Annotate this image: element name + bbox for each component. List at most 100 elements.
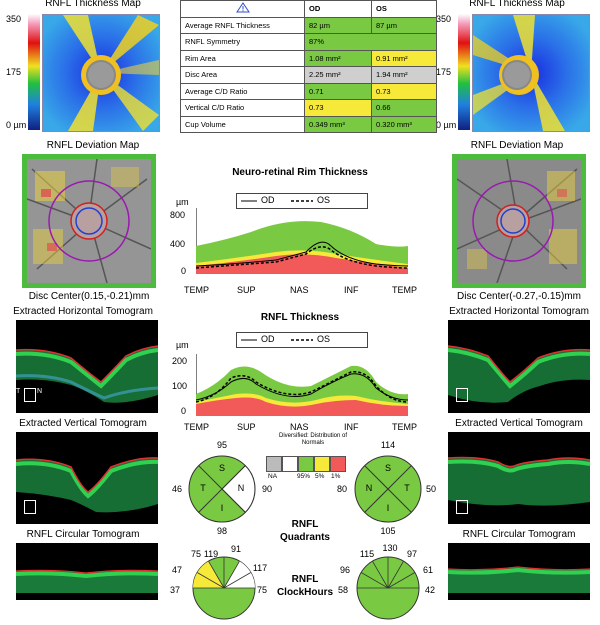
right-thickness-map bbox=[472, 14, 590, 132]
row-os-value: 1.94 mm² bbox=[371, 66, 437, 84]
row-os-value: 0.66 bbox=[371, 99, 437, 117]
table-header-os: OS bbox=[371, 0, 437, 18]
table-row: RNFL Symmetry 87% bbox=[180, 33, 437, 51]
left-h-orient-box bbox=[24, 388, 36, 402]
rnfl-xtick: TEMP bbox=[184, 422, 210, 432]
od-q-letter-n: N bbox=[237, 483, 245, 493]
right-circular-tomogram bbox=[448, 543, 590, 600]
od-clock-value: 119 bbox=[203, 549, 219, 559]
os-q-value-n: 50 bbox=[425, 484, 436, 494]
row-label: Average RNFL Thickness bbox=[180, 16, 305, 34]
legend-95-label: 95% bbox=[297, 473, 311, 480]
left-scale-mid: 175 bbox=[6, 67, 22, 77]
os-dashed-line-icon bbox=[291, 200, 313, 202]
right-h-orient-box bbox=[456, 388, 468, 402]
left-h-orient-n: N bbox=[37, 388, 43, 395]
parameters-table: OD OS Average RNFL Thickness 82 µm 87 µm… bbox=[180, 0, 437, 133]
left-deviation-map-title: RNFL Deviation Map bbox=[46, 140, 140, 151]
rnfl-xtick: INF bbox=[344, 422, 359, 432]
os-clock-value: 115 bbox=[359, 549, 375, 559]
rnfl-ytick: 100 bbox=[172, 381, 188, 391]
legend-5-swatch bbox=[314, 456, 330, 472]
os-q-letter-s: S bbox=[384, 463, 391, 473]
table-header-od: OD bbox=[304, 0, 372, 18]
rim-ytick: 0 bbox=[181, 266, 187, 276]
od-q-letter-t: T bbox=[200, 483, 206, 493]
rim-chart-plot bbox=[195, 208, 409, 274]
rim-ytick: 400 bbox=[170, 239, 186, 249]
rim-chart-unit: µm bbox=[176, 197, 189, 207]
right-vertical-tomogram bbox=[448, 432, 590, 524]
row-od-value: 0.71 bbox=[304, 82, 372, 100]
left-color-scale bbox=[28, 14, 40, 130]
rnfl-legend-od: OD bbox=[261, 334, 275, 344]
row-label: Disc Area bbox=[180, 66, 305, 84]
legend-1-swatch bbox=[330, 456, 346, 472]
rim-chart-title: Neuro-retinal Rim Thickness bbox=[232, 167, 368, 178]
table-row: Average C/D Ratio 0.71 0.73 bbox=[180, 82, 437, 100]
legend-1-label: 1% bbox=[331, 473, 341, 480]
table-row: Cup Volume 0.349 mm³ 0.320 mm³ bbox=[180, 115, 437, 133]
os-clock-value: 96 bbox=[339, 565, 350, 575]
right-deviation-map-title: RNFL Deviation Map bbox=[470, 140, 564, 151]
rim-xtick: NAS bbox=[290, 285, 309, 295]
legend-5-label: 5% bbox=[315, 473, 325, 480]
os-q-value-s: 114 bbox=[380, 440, 396, 450]
os-clock-value: 42 bbox=[424, 585, 435, 595]
row-label: Rim Area bbox=[180, 49, 305, 67]
od-clock-value: 117 bbox=[252, 563, 268, 573]
clockhours-label-line1: RNFL bbox=[291, 574, 319, 585]
rim-xtick: INF bbox=[344, 285, 359, 295]
right-deviation-map bbox=[452, 154, 586, 288]
od-q-letter-s: S bbox=[218, 463, 225, 473]
os-clock-value: 130 bbox=[382, 543, 398, 553]
right-thickness-map-title: RNFL Thickness Map bbox=[469, 0, 565, 9]
os-q-letter-n: N bbox=[365, 483, 373, 493]
os-quadrant-pie: S N T I bbox=[354, 455, 422, 523]
row-od-value: 82 µm bbox=[304, 16, 372, 34]
rnfl-legend-os: OS bbox=[317, 334, 331, 344]
od-quadrant-pie: S T N I bbox=[188, 455, 256, 523]
table-row: Vertical C/D Ratio 0.73 0.66 bbox=[180, 99, 437, 117]
rim-legend-os: OS bbox=[317, 195, 331, 205]
left-circular-tomogram-title: RNFL Circular Tomogram bbox=[26, 529, 140, 540]
od-solid-line-icon bbox=[241, 339, 257, 341]
rim-legend-od: OD bbox=[261, 195, 275, 205]
left-scale-bottom: 0 µm bbox=[6, 120, 27, 130]
rnfl-chart-plot bbox=[195, 354, 409, 416]
row-os-value: 0.91 mm² bbox=[371, 49, 437, 67]
od-clock-value: 47 bbox=[171, 565, 182, 575]
od-clock-value: 75 bbox=[190, 549, 201, 559]
od-q-letter-i: I bbox=[220, 503, 224, 513]
os-q-letter-i: I bbox=[386, 503, 390, 513]
os-dashed-line-icon bbox=[291, 339, 313, 341]
os-clock-value: 61 bbox=[422, 565, 433, 575]
quadrants-label-line1: RNFL bbox=[291, 519, 319, 530]
rnfl-ytick: 200 bbox=[172, 356, 188, 366]
row-os-value: 0.320 mm³ bbox=[371, 115, 437, 133]
table-warning-cell bbox=[180, 0, 305, 18]
left-horizontal-tomogram-title: Extracted Horizontal Tomogram bbox=[13, 306, 153, 317]
os-clockhours-pie bbox=[356, 556, 420, 620]
od-solid-line-icon bbox=[241, 200, 257, 202]
right-circular-tomogram-title: RNFL Circular Tomogram bbox=[462, 529, 576, 540]
table-row: Rim Area 1.08 mm² 0.91 mm² bbox=[180, 49, 437, 67]
rim-xtick: TEMP bbox=[184, 285, 210, 295]
left-v-orient-box bbox=[24, 500, 36, 514]
row-os-value bbox=[371, 33, 437, 51]
rim-chart-legend: OD OS bbox=[236, 193, 368, 209]
left-thickness-map-title: RNFL Thickness Map bbox=[45, 0, 141, 9]
rim-xtick: SUP bbox=[237, 285, 256, 295]
left-circular-tomogram bbox=[16, 543, 158, 600]
rim-xtick: TEMP bbox=[392, 285, 418, 295]
legend-white-swatch bbox=[282, 456, 298, 472]
rnfl-chart-legend: OD OS bbox=[236, 332, 368, 348]
rnfl-ytick: 0 bbox=[181, 406, 187, 416]
legend-95-swatch bbox=[298, 456, 314, 472]
row-os-value: 0.73 bbox=[371, 82, 437, 100]
left-scale-top: 350 bbox=[6, 14, 22, 24]
rnfl-chart-title: RNFL Thickness bbox=[260, 312, 340, 323]
row-label: Cup Volume bbox=[180, 115, 305, 133]
rnfl-xtick: SUP bbox=[237, 422, 256, 432]
od-clock-value: 37 bbox=[169, 585, 180, 595]
